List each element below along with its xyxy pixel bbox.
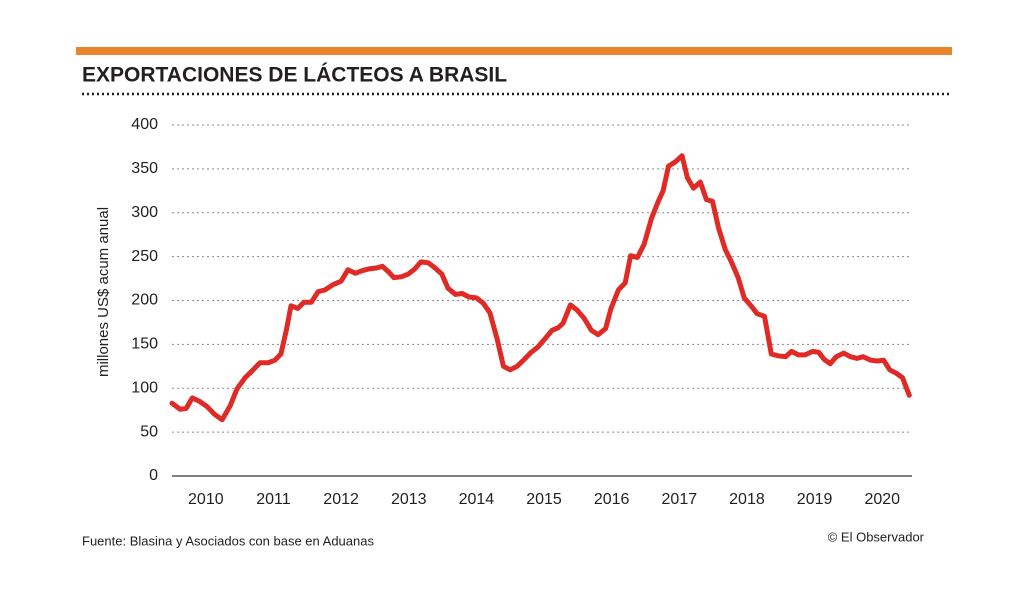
y-tick-label: 250: [131, 248, 158, 265]
header-bar: [76, 47, 952, 55]
credit: © El Observador: [828, 529, 925, 544]
y-tick-label: 0: [149, 467, 158, 484]
x-tick-label: 2014: [459, 491, 495, 508]
y-tick-label: 50: [140, 423, 158, 440]
x-tick-label: 2010: [188, 491, 224, 508]
x-tick-label: 2015: [526, 491, 562, 508]
x-tick-label: 2018: [729, 491, 765, 508]
y-tick-label: 400: [131, 116, 158, 133]
y-tick-label: 150: [131, 336, 158, 353]
x-tick-label: 2012: [323, 491, 359, 508]
x-tick-label: 2013: [391, 491, 427, 508]
x-tick-label: 2017: [662, 491, 698, 508]
y-tick-label: 350: [131, 160, 158, 177]
x-tick-label: 2020: [864, 491, 900, 508]
y-tick-label: 200: [131, 292, 158, 309]
x-tick-label: 2019: [797, 491, 833, 508]
chart-title: EXPORTACIONES DE LÁCTEOS A BRASIL: [82, 64, 507, 87]
y-tick-label: 100: [131, 379, 158, 396]
data-line: [169, 153, 912, 423]
y-axis-label: millones US$ acum anual: [95, 207, 112, 377]
y-tick-label: 300: [131, 204, 158, 221]
source-note: Fuente: Blasina y Asociados con base en …: [82, 533, 374, 548]
x-tick-label: 2011: [256, 491, 291, 508]
x-tick-label: 2016: [594, 491, 630, 508]
